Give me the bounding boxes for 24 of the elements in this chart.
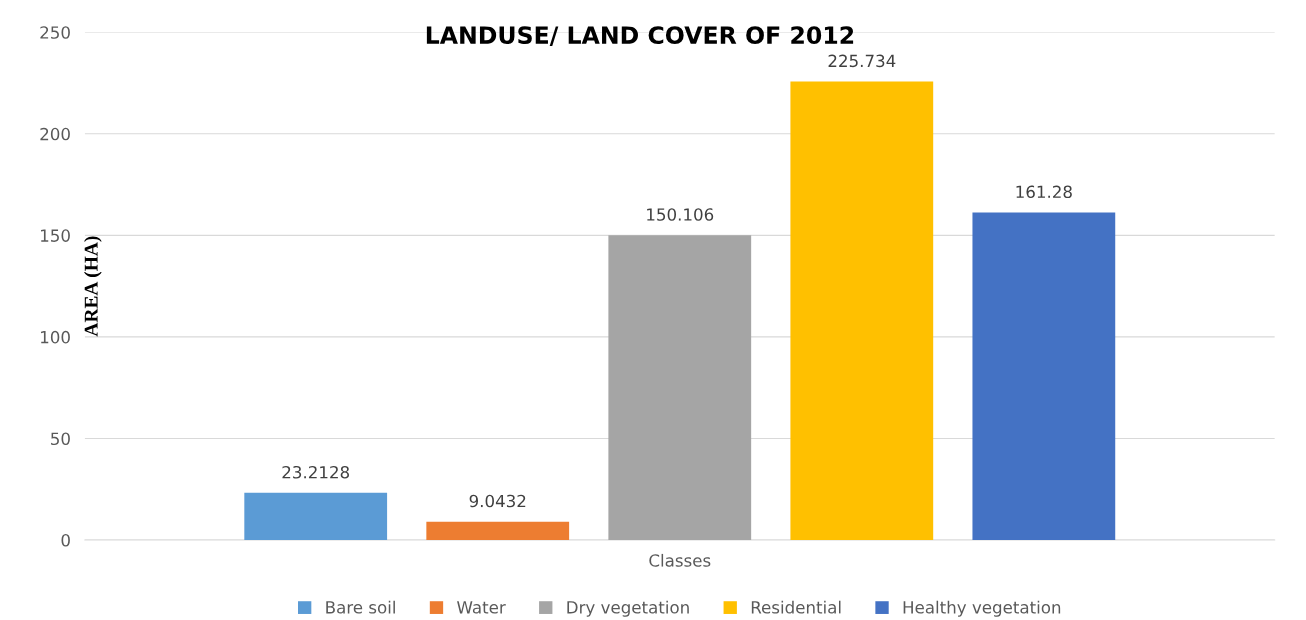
data-label: 150.106 [647,208,714,221]
y-tick-label: 200 [40,127,70,141]
y-tick-label: 100 [41,330,70,344]
data-label: 9.0432 [469,494,526,508]
bar [790,81,934,541]
y-tick-label: 150 [41,229,70,242]
legend-label: Healthy vegetation [903,600,1061,617]
y-tick-label: 250 [40,26,70,39]
y-axis-title: AREA (HA) [84,236,102,337]
y-tick-label: 0 [61,533,70,547]
chart-title: LANDUSE/ LAND COVER OF 2012 [426,26,854,46]
data-label: 161.28 [1016,185,1072,199]
legend-label: Bare soil [326,600,395,614]
legend-label: Dry vegetation [567,600,689,617]
legend-label: Water [457,601,506,614]
bar [244,492,388,541]
data-label: 225.734 [828,54,896,68]
data-label: 23.2128 [282,465,350,479]
bar [972,212,1116,541]
x-tick-label: Classes [649,553,711,567]
legend-label: Residential [751,600,841,614]
bar [426,521,570,541]
bar [608,235,752,541]
y-tick-label: 50 [51,432,70,446]
